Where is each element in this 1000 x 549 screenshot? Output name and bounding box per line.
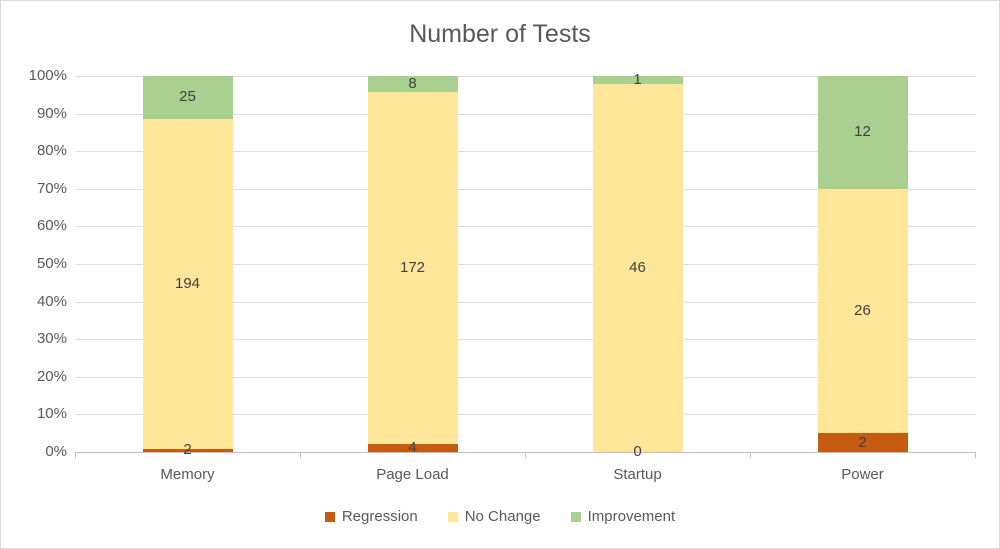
gridline-40%	[75, 301, 976, 303]
x-axis-label-page-load: Page Load	[376, 466, 449, 483]
gridline-90%	[75, 113, 976, 115]
data-label-power-regression: 2	[858, 433, 867, 451]
y-axis-label: 80%	[36, 142, 67, 160]
x-axis-tick	[300, 452, 301, 458]
bar-segment-power-regression	[817, 433, 908, 452]
x-axis-tick	[975, 452, 976, 458]
legend-item-no-change: No Change	[447, 508, 541, 525]
bar-segment-page-load-no-change	[367, 92, 458, 444]
bar-segment-startup-no-change	[592, 84, 683, 452]
x-axis-label-memory: Memory	[160, 466, 215, 483]
bar-segment-power-improvement	[817, 76, 908, 189]
gridline-30%	[75, 339, 976, 341]
data-label-power-improvement: 12	[854, 123, 871, 141]
legend-item-regression: Regression	[324, 508, 418, 525]
bar-segment-memory-no-change	[142, 118, 233, 449]
legend: Regression No Change Improvement	[1, 508, 999, 525]
y-axis-label: 0%	[45, 443, 67, 460]
x-axis-tick	[750, 452, 751, 458]
legend-item-improvement: Improvement	[570, 508, 676, 525]
data-label-startup-regression: 0	[633, 443, 642, 460]
y-axis-label: 50%	[36, 255, 67, 272]
data-label-memory-improvement: 25	[179, 88, 196, 106]
y-axis-label: 70%	[36, 179, 67, 197]
bar-segment-page-load-regression	[367, 443, 458, 452]
bar-segment-startup-improvement	[592, 76, 683, 84]
bar-segment-power-no-change	[817, 188, 908, 434]
y-axis-label: 100%	[28, 67, 67, 84]
y-axis-label: 20%	[36, 367, 67, 385]
y-axis-label: 30%	[36, 330, 67, 348]
legend-label-no-change: No Change	[464, 508, 541, 525]
y-axis-label: 90%	[36, 104, 67, 122]
legend-swatch-no-change	[447, 511, 458, 522]
gridline-50%	[75, 264, 976, 265]
x-axis-tick	[525, 452, 526, 458]
legend-label-improvement: Improvement	[587, 508, 676, 525]
x-axis-label-startup: Startup	[613, 466, 662, 483]
data-label-startup-improvement: 1	[633, 71, 642, 88]
data-label-page-load-no-change: 172	[399, 259, 426, 277]
legend-swatch-improvement	[570, 511, 581, 522]
data-label-page-load-improvement: 8	[408, 75, 417, 93]
x-axis-tick	[75, 452, 76, 458]
data-label-power-no-change: 26	[854, 302, 871, 319]
gridline-20%	[75, 376, 976, 378]
gridline-80%	[75, 151, 976, 153]
bar-segment-page-load-improvement	[367, 76, 458, 93]
bar-segment-memory-regression	[142, 448, 233, 452]
data-label-memory-regression: 2	[183, 441, 192, 459]
data-label-memory-no-change: 194	[174, 274, 201, 292]
bar-segment-memory-improvement	[142, 76, 233, 119]
y-axis-label: 40%	[36, 292, 67, 310]
y-axis-label: 10%	[36, 405, 67, 423]
legend-swatch-regression	[324, 511, 335, 522]
legend-label-regression: Regression	[341, 508, 418, 525]
data-label-startup-no-change: 46	[629, 259, 646, 276]
data-label-page-load-regression: 4	[408, 438, 417, 456]
gridline-70%	[75, 188, 976, 190]
gridline-100%	[75, 76, 976, 77]
x-axis-label-power: Power	[841, 466, 884, 483]
chart-title: Number of Tests	[409, 20, 591, 48]
gridline-10%	[75, 414, 976, 416]
y-axis-label: 60%	[36, 217, 67, 235]
gridline-60%	[75, 226, 976, 228]
